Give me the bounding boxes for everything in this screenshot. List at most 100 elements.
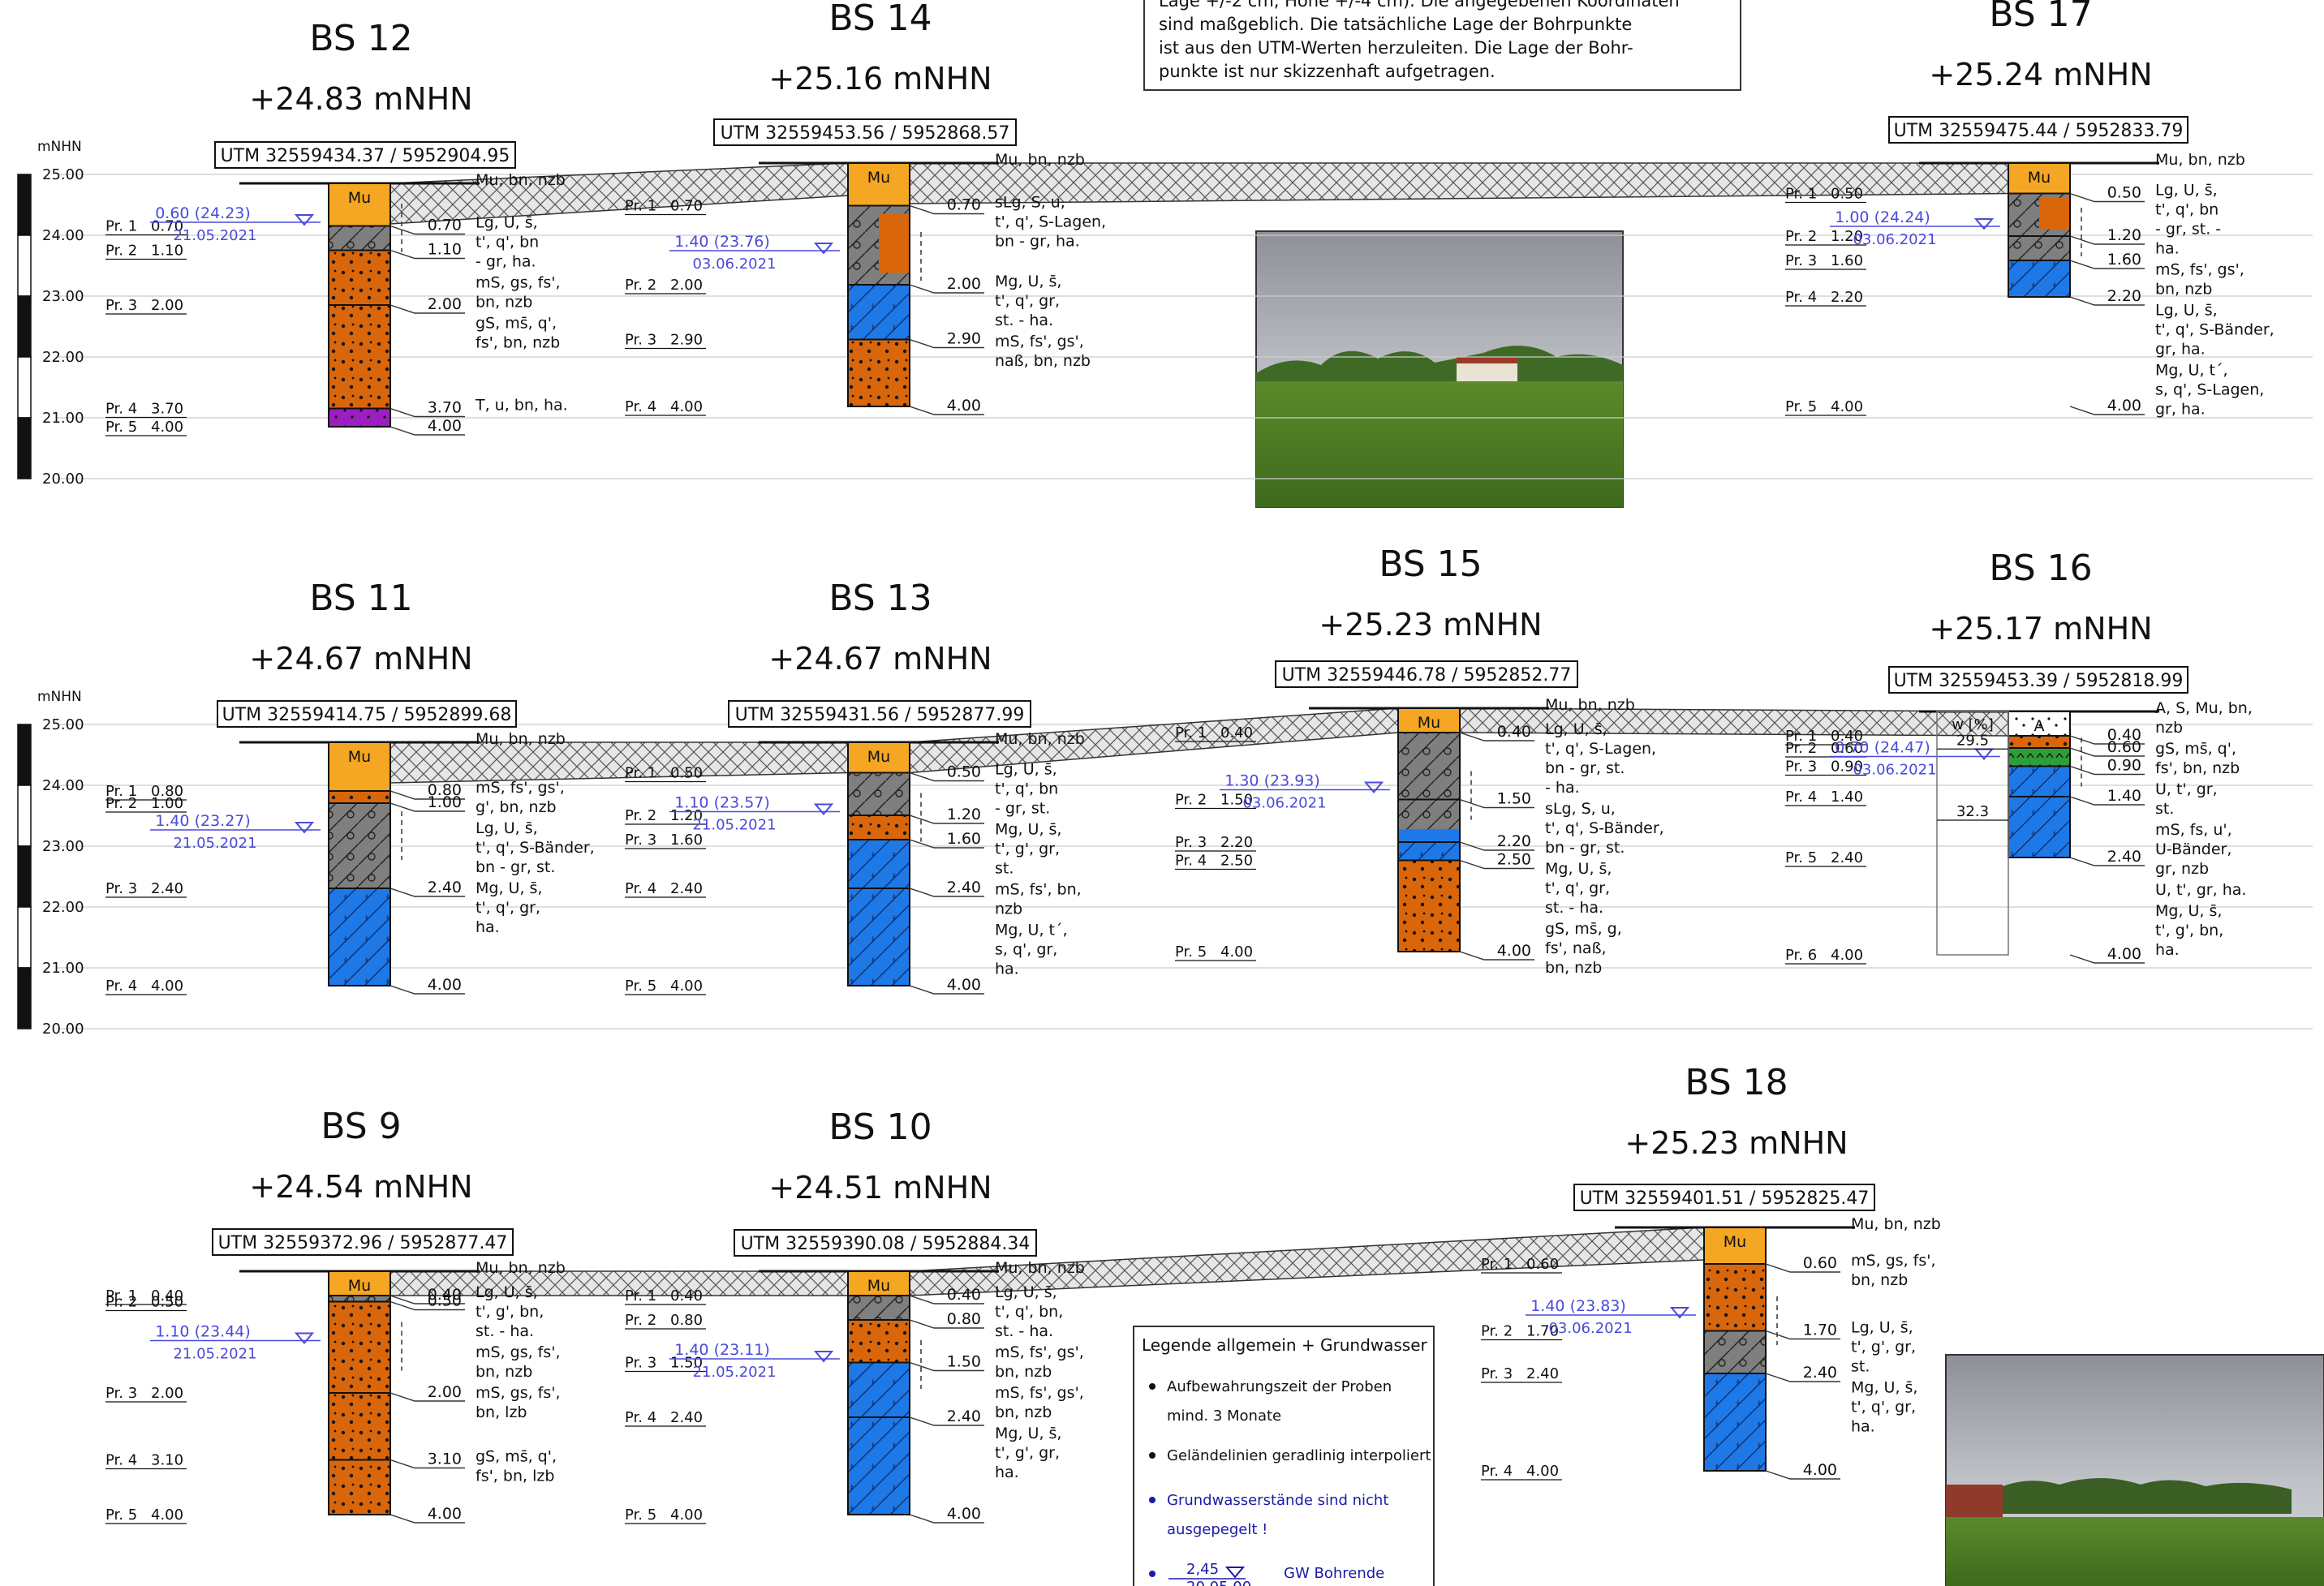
description-line: mS, fs', gs', xyxy=(476,779,565,797)
layer-description: Mg, U, s̄,t', q', gr, st. - ha. xyxy=(1545,860,1612,917)
sample-depth: 2.40 xyxy=(151,880,183,897)
depth-marker: 0.50 xyxy=(2069,184,2145,203)
scale-tick-label: 21.00 xyxy=(42,410,84,427)
depth-marker: 4.00 xyxy=(389,976,465,995)
depth-marker: 4.00 xyxy=(2069,397,2145,415)
description-line: bn - gr, st. xyxy=(1545,759,1625,777)
layer-depth-label: 1.60 xyxy=(947,830,981,848)
utm-coordinates: UTM 32559431.56 / 5952877.99 xyxy=(735,705,1025,725)
depth-marker: 1.20 xyxy=(2069,226,2145,245)
borehole-name: BS 10 xyxy=(828,1107,932,1148)
layer-depth-label: 2.40 xyxy=(947,879,981,896)
layer-depth-label: 1.50 xyxy=(1497,790,1531,808)
description-line: T, u, bn, ha. xyxy=(475,397,568,415)
layer-pattern xyxy=(2008,797,2070,857)
description-line: Mg, U, s̄, xyxy=(476,879,542,897)
sample-entry: Pr. 5 4.00 xyxy=(105,1506,187,1524)
sample-label: Pr. 3 xyxy=(105,880,137,897)
layer-fill xyxy=(1704,1227,1766,1264)
borehole-elevation: +25.23 mNHN xyxy=(1625,1125,1848,1161)
soil-layer xyxy=(1397,841,1461,862)
borehole-name: BS 11 xyxy=(309,578,412,619)
layer-outline xyxy=(847,338,910,407)
borehole-bs9: BS 9 +24.54 mNHN UTM 32559372.96 / 5952877… xyxy=(105,1106,566,1524)
groundwater-level: 1.40 (23.76) xyxy=(674,233,770,251)
sample-depth: 0.50 xyxy=(151,1294,183,1311)
sample-label: Pr. 4 xyxy=(105,401,137,418)
description-line: bn, nzb xyxy=(995,1363,1052,1381)
sample-label: Pr. 1 xyxy=(1785,186,1817,203)
layer-description: mS, gs, fs',bn, nzb xyxy=(476,1343,561,1381)
depth-leader xyxy=(389,888,465,897)
groundwater-marker: 1.10 (23.57) 21.05.2021 xyxy=(669,793,922,842)
description-line: naß, bn, nzb xyxy=(995,352,1091,370)
groundwater-date: 21.05.2021 xyxy=(173,227,256,244)
groundwater-level: 1.10 (23.57) xyxy=(674,794,770,812)
layer-description: U, t', gr, st. xyxy=(2155,780,2218,818)
layer-depth-label: 2.20 xyxy=(2107,287,2141,305)
depth-leader xyxy=(909,888,984,897)
sample-depth: 0.80 xyxy=(670,1312,703,1329)
groundwater-date: 03.06.2021 xyxy=(1242,795,1326,812)
depth-leader xyxy=(389,1392,465,1402)
layer-description: mS, gs, fs',bn, nzb xyxy=(476,274,561,312)
sample-entry: Pr. 1 0.60 xyxy=(1481,1256,1562,1274)
depth-marker: 0.60 xyxy=(2069,738,2145,757)
soil-layer xyxy=(328,407,391,428)
layer-description: Lg, U, s̄, t', g', gr, st. xyxy=(1851,1319,1916,1376)
depth-marker: 4.00 xyxy=(909,397,984,415)
layer-depth-label: 0.50 xyxy=(947,763,981,781)
sample-entry: Pr. 5 4.00 xyxy=(1175,943,1256,961)
borehole-bs18: BS 18 +25.23 mNHN UTM 32559401.51 / 595282… xyxy=(1481,1062,1941,1481)
description-line: - gr, st. - xyxy=(2155,221,2221,239)
description-line: nzb xyxy=(995,900,1022,918)
layer-top-label: Mu xyxy=(348,1277,371,1295)
scale-unit: mNHN xyxy=(37,139,82,155)
groundwater-date: 03.06.2021 xyxy=(692,256,776,273)
sample-entry: Pr. 4 2.40 xyxy=(625,1409,706,1427)
layer-description: mS, gs, fs',bn, lzb xyxy=(476,1384,561,1421)
soil-layer xyxy=(328,1295,391,1303)
layer-description: mS, fs, u',U-Bänder, gr, nzb xyxy=(2155,821,2232,878)
layer-pattern xyxy=(848,1362,910,1417)
depth-leader xyxy=(389,802,465,812)
sample-entry: Pr. 2 1.70 xyxy=(1481,1323,1562,1341)
scale-tick-label: 20.00 xyxy=(42,471,84,488)
sample-label: Pr. 2 xyxy=(1785,740,1817,757)
water-content-value: 32.3 xyxy=(1956,803,1989,820)
sample-label: Pr. 3 xyxy=(1785,252,1817,269)
layer-description: Mu, bn, nzb xyxy=(476,730,566,748)
layer-depth-label: 1.10 xyxy=(428,241,462,259)
layer-outline xyxy=(328,888,391,986)
description-line: bn, nzb xyxy=(2155,281,2212,299)
depth-marker: 2.40 xyxy=(389,879,465,897)
description-line: Mu, bn, nzb xyxy=(476,730,566,748)
layer-description: mS, gs, fs',bn, nzb xyxy=(1851,1252,1936,1289)
groundwater-triangle-icon xyxy=(1669,1307,1690,1319)
sample-label: Pr. 1 xyxy=(1175,724,1207,741)
utm-coordinates: UTM 32559414.75 / 5952899.68 xyxy=(222,705,512,725)
layer-pattern xyxy=(1704,1373,1766,1471)
layer-fill xyxy=(1398,708,1460,733)
scale-segment xyxy=(17,295,32,358)
utm-box xyxy=(1275,660,1578,688)
description-line: t', q', gr, xyxy=(995,292,1060,310)
depth-marker: 1.50 xyxy=(1459,790,1534,809)
groundwater-date: 21.05.2021 xyxy=(173,835,256,852)
borehole-bs13: BS 13 +24.67 mNHN UTM 32559431.56 / 595287… xyxy=(625,578,1085,995)
description-line: gS, ms̄, q', xyxy=(476,1448,557,1466)
sample-depth: 1.40 xyxy=(1831,789,1863,806)
depth-leader xyxy=(909,1319,984,1329)
legend-bullet xyxy=(1149,1383,1156,1390)
sample-entry: Pr. 4 2.20 xyxy=(1785,289,1866,307)
sample-depth: 0.50 xyxy=(1831,186,1863,203)
sample-label: Pr. 4 xyxy=(625,880,656,897)
description-line: bn - gr, st. xyxy=(1545,839,1625,857)
sample-entry: Pr. 2 1.50 xyxy=(1175,792,1256,810)
soil-layer xyxy=(328,249,391,306)
depth-leader xyxy=(389,426,465,436)
layer-description: sLg, S, u,t', q', S-Lagen, bn - gr, ha. xyxy=(995,194,1106,251)
soil-layer xyxy=(847,1361,910,1418)
layer-pattern xyxy=(848,1417,910,1515)
scale-segment xyxy=(17,724,32,786)
